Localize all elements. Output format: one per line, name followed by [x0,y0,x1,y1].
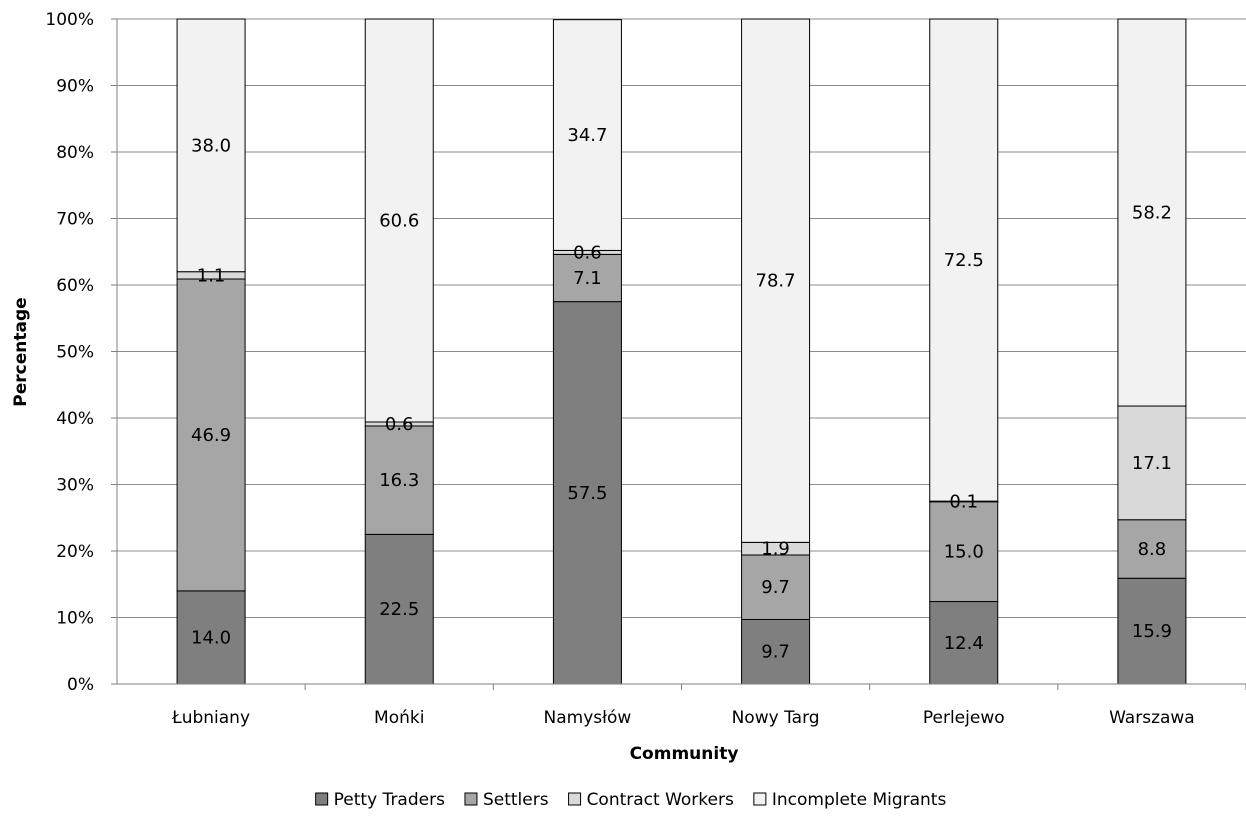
axes: 0% 10% 20% 30% 40% 50% 60% 70% 80% 90% 100% Łubnian… [45,10,1246,728]
legend-swatch [464,792,478,806]
bar-segment [364,18,434,423]
x-tick-label: Perlejewo [923,708,1005,728]
bar-segment [929,18,999,502]
data-label: 46.9 [191,425,231,446]
bar-segment [741,618,811,685]
legend-item: Petty Traders [315,790,445,810]
data-label: 15.0 [944,542,984,563]
data-label: 57.5 [567,483,607,504]
y-tick-label: 30% [56,476,94,496]
y-tick-label: 0% [67,675,94,695]
legend-item: Incomplete Migrants [753,790,947,810]
data-label: 60.6 [379,210,419,231]
data-label: 16.3 [379,470,419,491]
bar-segment [176,18,246,273]
y-tick-label: 60% [56,276,94,296]
data-label: 72.5 [944,250,984,271]
data-label: 0.6 [573,242,602,263]
x-axis-title: Community [630,744,739,764]
data-label: 12.4 [944,633,984,654]
data-label: 1.9 [761,539,790,560]
data-label: 8.8 [1138,539,1167,560]
bar-segment [1117,577,1187,685]
bar-segment [552,19,622,251]
data-label: 0.1 [949,491,978,512]
bar-segment [929,501,999,603]
y-axis-title: Percentage [11,297,31,406]
bar-segment [176,278,246,592]
bar-segment [1117,519,1187,579]
data-label: 7.1 [573,268,602,289]
y-tick-label: 100% [45,10,94,30]
data-label: 15.9 [1132,621,1172,642]
y-tick-label: 50% [56,343,94,363]
bars [176,18,1187,685]
legend-swatch [315,792,329,806]
x-tick-label: Łubniany [171,708,250,728]
y-tick-label: 80% [56,143,94,163]
data-label: 9.7 [761,642,790,663]
grid-lines [117,18,1246,618]
data-label: 17.1 [1132,453,1172,474]
x-tick-label: Nowy Targ [732,708,820,728]
bar-segment [741,18,811,543]
data-label: 1.1 [197,265,226,286]
data-label: 38.0 [191,135,231,156]
y-tick-label: 70% [56,210,94,230]
data-label: 14.0 [191,627,231,648]
legend-item: Contract Workers [568,790,734,810]
bar-segment [364,425,434,535]
x-tick-label: Warszawa [1109,708,1195,728]
x-tick-label: Namysłów [544,708,632,728]
data-label: 58.2 [1132,203,1172,224]
bar-segment [929,601,999,685]
legend-swatch [753,792,767,806]
data-label: 78.7 [756,271,796,292]
legend-label: Contract Workers [587,790,734,810]
bar-segment [1117,405,1187,521]
bar-segment [552,253,622,303]
legend-label: Petty Traders [334,790,445,810]
legend-swatch [568,792,582,806]
y-tick-label: 20% [56,542,94,562]
legend: Petty Traders Settlers Contract Workers Inc… [315,790,947,810]
data-label: 34.7 [567,125,607,146]
data-label: 0.6 [385,414,414,435]
data-label: 22.5 [379,599,419,620]
legend-item: Settlers [464,790,549,810]
x-tick-label: Mońki [374,708,424,728]
bar-segment [552,301,622,685]
data-label: 9.7 [761,577,790,598]
bar-segment [1117,18,1187,407]
y-tick-label: 10% [56,609,94,629]
legend-label: Settlers [483,790,549,810]
legend-label: Incomplete Migrants [772,790,947,810]
y-tick-label: 40% [56,409,94,429]
data-labels: 14.0 46.9 1.1 38.0 22.5 16.3 0.6 60.6 57.5 7.1 0.6… [191,125,1172,663]
bar-segment [741,554,811,620]
y-tick-label: 90% [56,77,94,97]
